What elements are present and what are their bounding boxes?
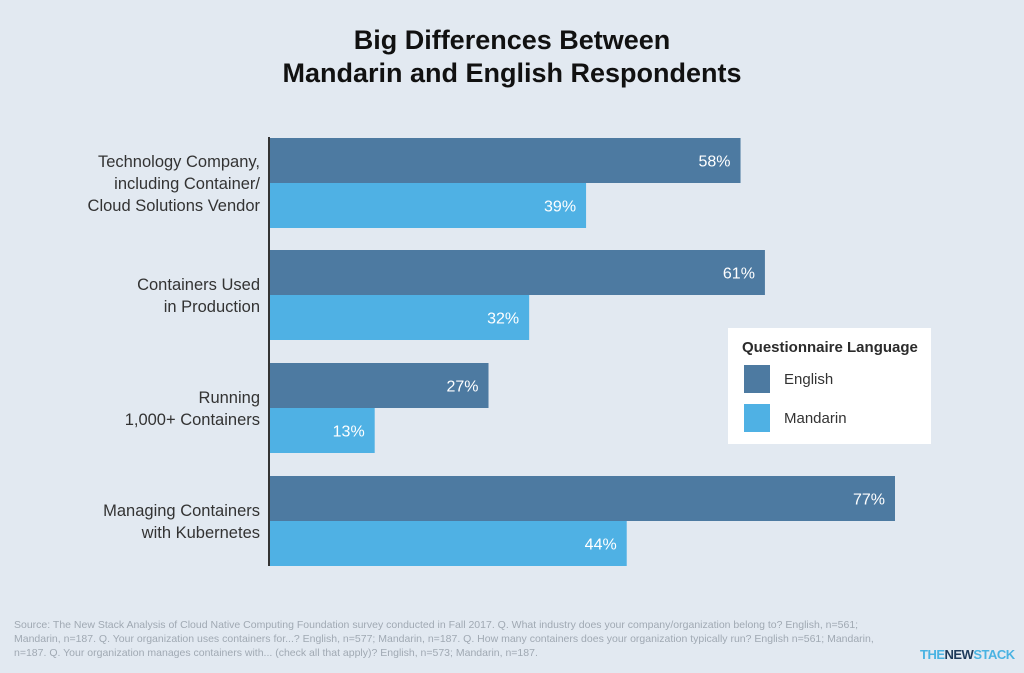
bar-english-1: [269, 250, 765, 295]
bar-mandarin-3: [269, 521, 627, 566]
data-label-mandarin-1: 32%: [487, 311, 519, 328]
data-label-mandarin-3: 44%: [585, 537, 617, 554]
data-label-mandarin-2: 13%: [333, 424, 365, 441]
category-label-1-1: in Production: [164, 298, 260, 316]
chart-title-line-1: Big Differences Between: [353, 25, 671, 55]
logo-part-new: NEW: [944, 647, 974, 662]
bar-english-2: [269, 363, 489, 408]
brand-logo: THENEWSTACK: [920, 647, 1015, 662]
bar-english-3: [269, 476, 895, 521]
legend-title: Questionnaire Language: [742, 339, 918, 356]
category-label-2-1: 1,000+ Containers: [125, 411, 260, 429]
category-label-2-0: Running: [199, 389, 260, 407]
bar-chart: 58% 39% Technology Company, including Conta…: [88, 137, 895, 566]
chart-title-line-2: Mandarin and English Respondents: [282, 58, 742, 88]
category-label-0-2: Cloud Solutions Vendor: [88, 197, 261, 215]
data-label-mandarin-0: 39%: [544, 199, 576, 216]
legend-label-mandarin: Mandarin: [784, 410, 847, 427]
data-label-english-3: 77%: [853, 492, 885, 509]
data-label-english-1: 61%: [723, 266, 755, 283]
legend: Questionnaire Language English Mandarin: [728, 328, 931, 444]
logo-part-stack: STACK: [973, 647, 1015, 662]
data-label-english-2: 27%: [446, 379, 478, 396]
bar-mandarin-2: [269, 408, 375, 453]
category-label-1-0: Containers Used: [137, 276, 260, 294]
source-note: Source: The New Stack Analysis of Cloud …: [14, 619, 874, 659]
data-label-english-0: 58%: [699, 154, 731, 171]
legend-swatch-mandarin: [744, 404, 770, 432]
category-label-3-1: with Kubernetes: [141, 524, 260, 542]
category-label-0-1: including Container/: [114, 175, 260, 193]
bar-english-0: [269, 138, 741, 183]
legend-swatch-english: [744, 365, 770, 393]
bar-mandarin-0: [269, 183, 587, 228]
bar-mandarin-1: [269, 295, 530, 340]
chart-title: Big Differences Between Mandarin and Eng…: [0, 24, 1024, 90]
legend-label-english: English: [784, 371, 834, 388]
logo-part-the: THE: [920, 647, 945, 662]
category-label-3-0: Managing Containers: [103, 502, 260, 520]
category-label-0-0: Technology Company,: [98, 153, 260, 171]
